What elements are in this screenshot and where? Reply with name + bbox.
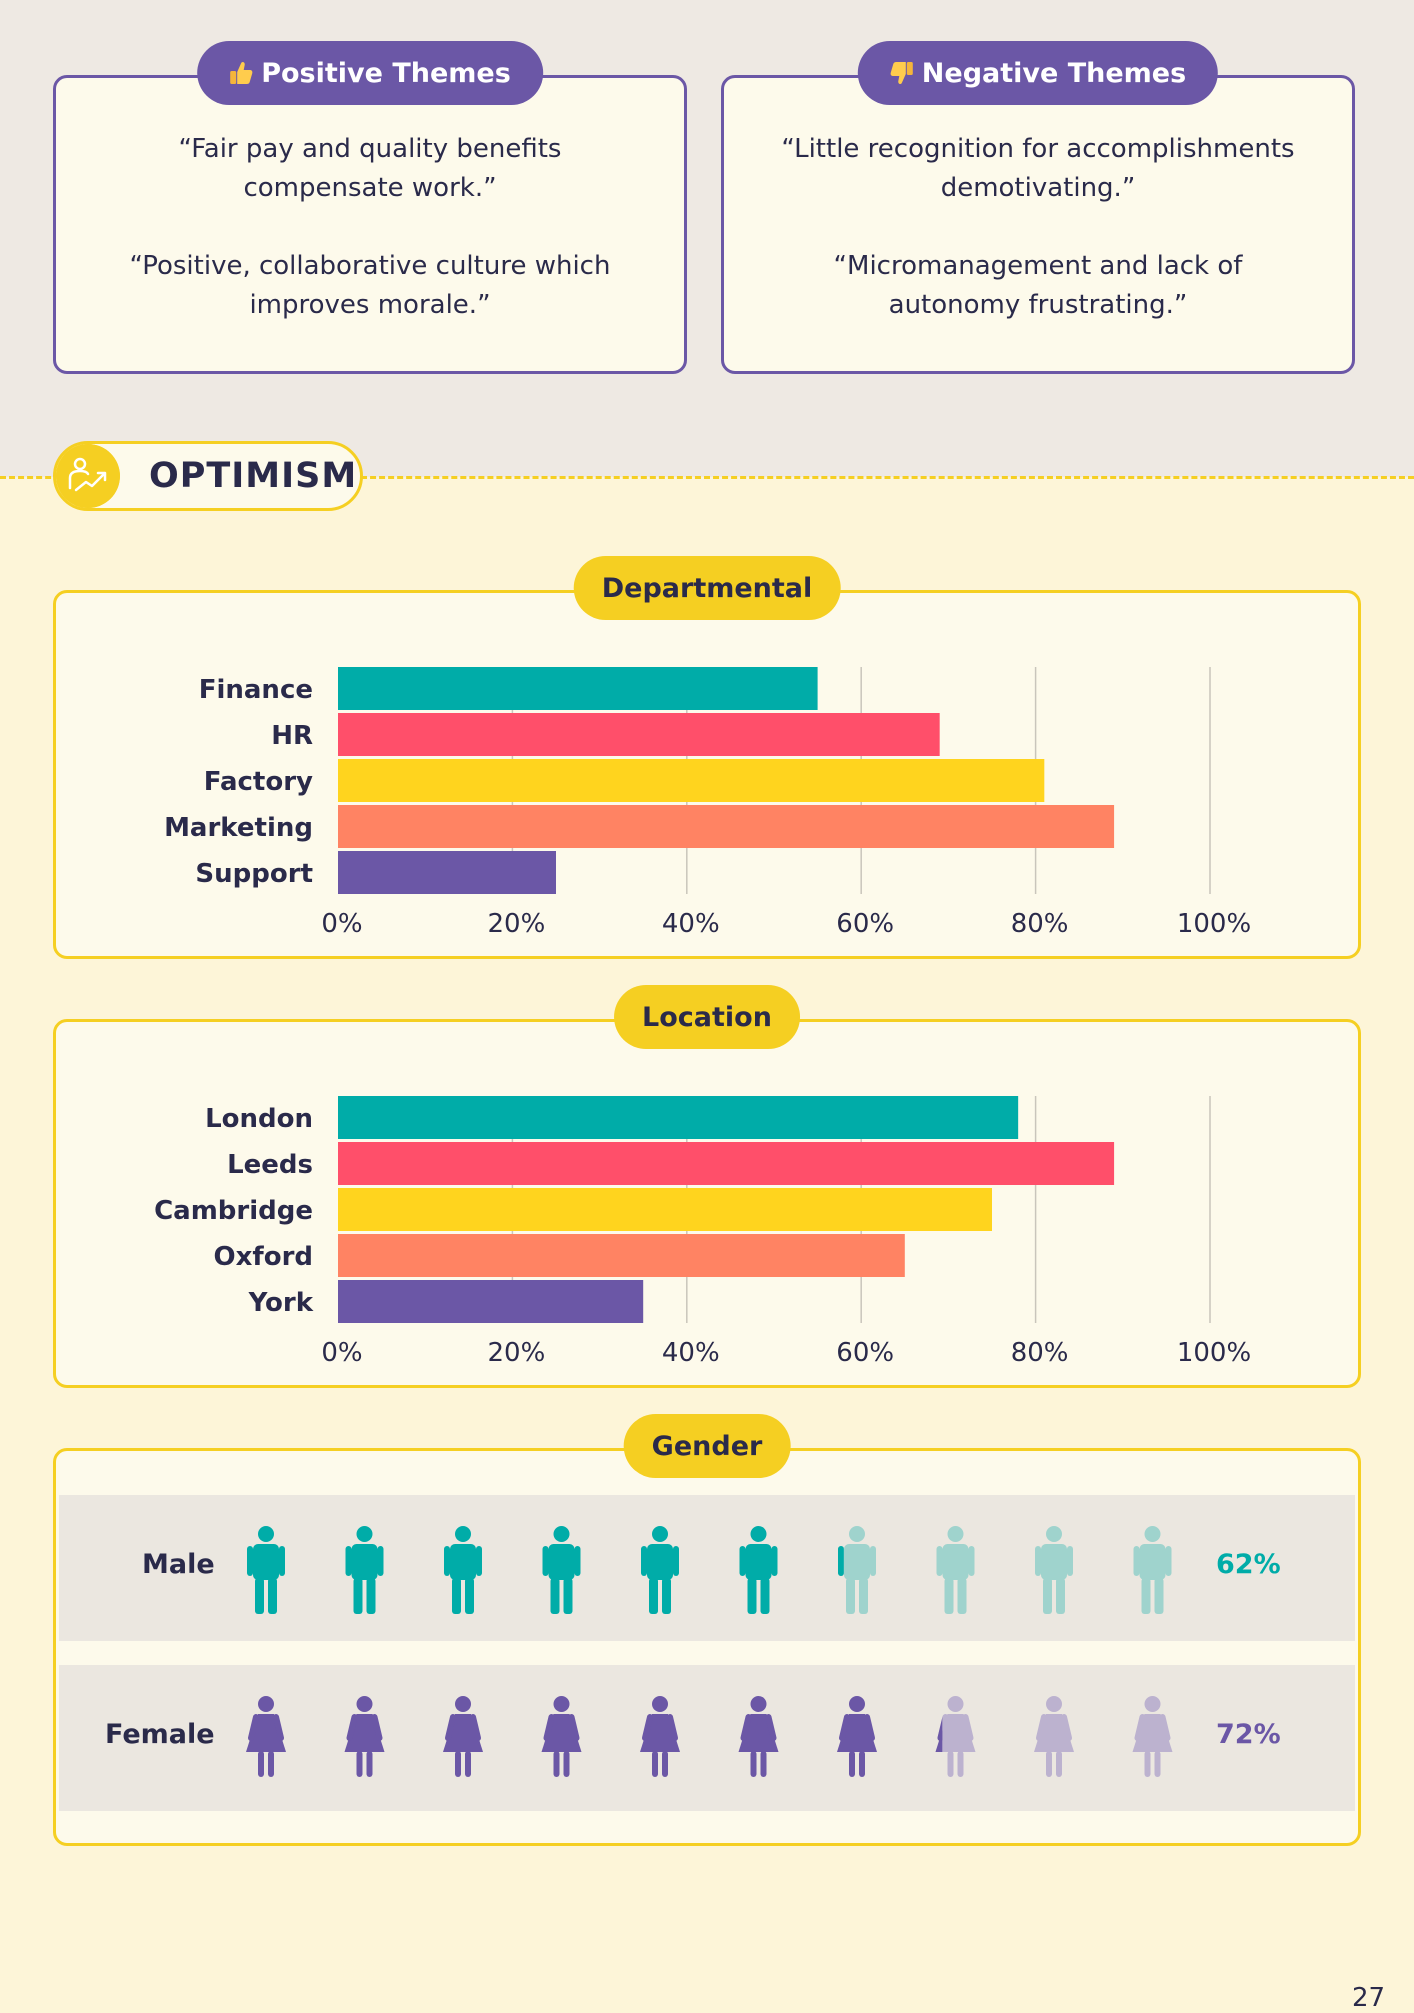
negative-themes-title: Negative Themes (921, 57, 1187, 89)
male-person-icon (1035, 1526, 1073, 1614)
female-person-icon (443, 1696, 483, 1777)
positive-themes-box: Positive Themes “Fair pay and quality be… (53, 41, 687, 374)
gender-row-male: Male 62% (59, 1495, 1355, 1641)
departmental-tick-label: 100% (1177, 909, 1251, 939)
optimism-section-pill: OPTIMISM (53, 441, 363, 511)
departmental-bar-hr (338, 713, 940, 756)
female-person-icon (640, 1696, 680, 1777)
gender-chart-title: Gender (623, 1414, 791, 1478)
location-bar-oxford (338, 1234, 905, 1277)
negative-themes-pill: Negative Themes (857, 41, 1219, 105)
departmental-category-label: Support (195, 859, 313, 889)
departmental-bar-factory (338, 759, 1045, 802)
departmental-tick-label: 60% (836, 909, 894, 939)
departmental-tick-label: 0% (321, 909, 362, 939)
location-bar-london (338, 1096, 1019, 1139)
male-person-icon-partial (838, 1546, 844, 1576)
section-divider (0, 476, 1414, 479)
location-category-label: Cambridge (154, 1196, 313, 1226)
person-growth-icon (56, 444, 120, 508)
female-person-icon (344, 1696, 385, 1777)
female-person-icon (541, 1696, 582, 1777)
departmental-chart-title: Departmental (573, 556, 841, 620)
gender-chart-box: Gender Male 62% Female 72% (53, 1414, 1361, 1846)
location-category-label: Leeds (227, 1150, 313, 1180)
location-bar-chart: 0% 20% 40% 60% 80% 100% London Leeds Cambridge Ox… (154, 1096, 1251, 1368)
female-person-icon (246, 1696, 286, 1777)
male-person-icon (1133, 1526, 1172, 1614)
male-percentage: 62% (1216, 1549, 1281, 1580)
positive-quote-2: “Positive, collaborative culture which i… (129, 251, 611, 320)
thumbs-down-icon (890, 62, 913, 85)
location-chart-title: Location (614, 985, 800, 1049)
location-chart-box: Location 0% 20% 40% 60% 80% 100% London Leeds Ca… (53, 985, 1361, 1388)
female-person-icon (837, 1696, 877, 1777)
departmental-bar-support (338, 851, 556, 894)
thumbs-up-icon (230, 61, 253, 84)
location-tick-label: 80% (1011, 1338, 1069, 1368)
female-pictogram (246, 1696, 1173, 1777)
page-number: 27 (1352, 1983, 1386, 2013)
departmental-tick-label: 40% (662, 909, 720, 939)
negative-quote-2: “Micromanagement and lack of autonomy fr… (833, 251, 1243, 320)
female-label: Female (105, 1719, 215, 1750)
female-person-icon (1132, 1696, 1173, 1777)
location-bar-york (338, 1280, 644, 1323)
positive-themes-title: Positive Themes (261, 57, 511, 89)
male-person-icon (345, 1526, 384, 1614)
location-tick-label: 40% (662, 1338, 720, 1368)
departmental-category-label: HR (271, 721, 313, 751)
location-bar-cambridge (338, 1188, 992, 1231)
negative-themes-box: Negative Themes “Little recognition for … (721, 41, 1355, 374)
female-person-icon (935, 1696, 976, 1777)
female-percentage: 72% (1216, 1719, 1281, 1750)
departmental-category-label: Finance (199, 675, 313, 705)
departmental-bar-marketing (338, 805, 1115, 848)
departmental-bar-finance (338, 667, 818, 710)
male-person-icon (739, 1526, 778, 1614)
male-person-icon (247, 1526, 285, 1614)
male-person-icon (936, 1526, 975, 1614)
location-bar-leeds (338, 1142, 1115, 1185)
female-person-icon-partial (935, 1717, 943, 1752)
gender-row-female: Female 72% (59, 1665, 1355, 1811)
male-label: Male (142, 1549, 215, 1580)
male-pictogram (247, 1526, 1172, 1614)
location-tick-label: 100% (1177, 1338, 1251, 1368)
section-title: OPTIMISM (149, 456, 358, 496)
location-category-label: York (248, 1288, 314, 1318)
location-tick-label: 20% (488, 1338, 546, 1368)
male-person-icon (641, 1526, 679, 1614)
location-tick-label: 0% (321, 1338, 362, 1368)
positive-themes-pill: Positive Themes (197, 41, 543, 105)
male-person-icon (542, 1526, 581, 1614)
departmental-tick-label: 80% (1011, 909, 1069, 939)
location-category-label: London (205, 1104, 313, 1134)
location-category-label: Oxford (214, 1242, 313, 1272)
departmental-category-label: Marketing (164, 813, 313, 843)
male-person-icon (444, 1526, 482, 1614)
departmental-bar-chart: 0% 20% 40% 60% 80% 100% Finance HR Factory Market… (164, 667, 1251, 939)
departmental-tick-label: 20% (488, 909, 546, 939)
positive-quote-1: “Fair pay and quality benefits compensat… (178, 134, 562, 203)
female-person-icon (738, 1696, 779, 1777)
location-tick-label: 60% (836, 1338, 894, 1368)
negative-quote-1: “Little recognition for accomplishments … (781, 134, 1295, 203)
departmental-category-label: Factory (204, 767, 313, 797)
departmental-chart-box: Departmental 0% 20% 40% 60% 80% 100% Finance HR… (53, 556, 1361, 959)
female-person-icon (1034, 1696, 1074, 1777)
